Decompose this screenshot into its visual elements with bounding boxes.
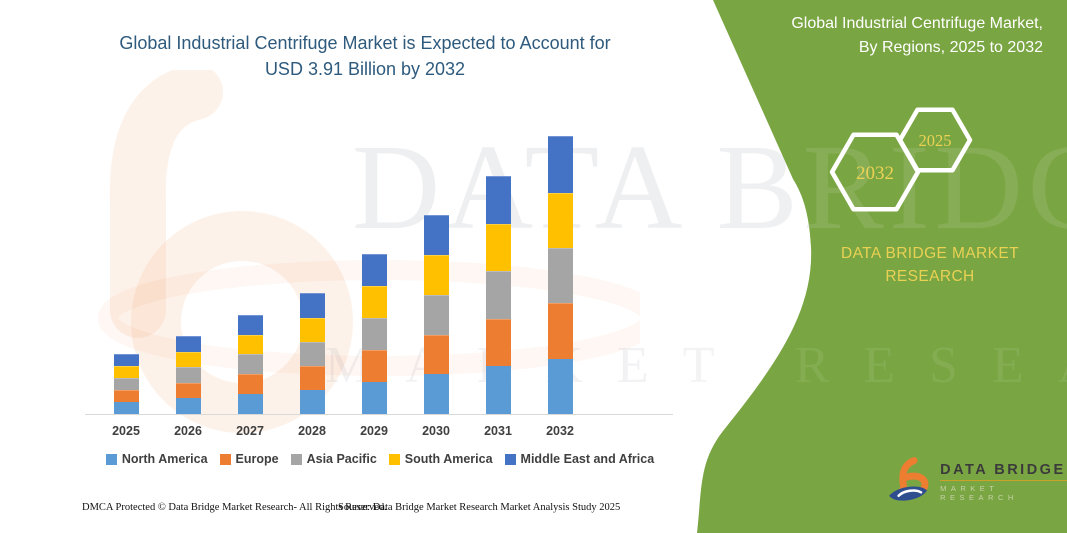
- segment-south-america-2025: [113, 365, 139, 378]
- legend-item-europe: Europe: [219, 452, 279, 466]
- legend-swatch: [290, 453, 302, 465]
- bar-2025: [113, 353, 139, 414]
- segment-middle-east-and-africa-2028: [299, 293, 325, 318]
- panel-heading-line2: By Regions, 2025 to 2032: [858, 39, 1043, 56]
- legend-label: Middle East and Africa: [520, 452, 655, 466]
- legend-label: Europe: [235, 452, 279, 466]
- x-axis-label-2026: 2026: [174, 424, 202, 438]
- segment-middle-east-and-africa-2029: [361, 254, 387, 287]
- databridge-logo: DATA BRIDGE MARKET RESEARCH: [884, 455, 1067, 509]
- panel-heading: Global Industrial Centrifuge Market, By …: [683, 12, 1043, 60]
- segment-asia-pacific-2031: [485, 271, 511, 319]
- segment-middle-east-and-africa-2026: [175, 335, 201, 352]
- segment-south-america-2026: [175, 351, 201, 368]
- bar-2030: [423, 215, 449, 414]
- legend: North America Europe Asia Pacific South Ame…: [85, 452, 675, 466]
- segment-middle-east-and-africa-2030: [423, 215, 449, 255]
- logo-title: DATA BRIDGE: [940, 462, 1066, 478]
- segment-north-america-2032: [547, 358, 573, 414]
- x-axis-label-2028: 2028: [298, 424, 326, 438]
- segment-north-america-2029: [361, 382, 387, 414]
- segment-europe-2031: [485, 318, 511, 367]
- panel-heading-line1: Global Industrial Centrifuge Market,: [791, 15, 1043, 32]
- segment-europe-2029: [361, 350, 387, 383]
- bar-2029: [361, 254, 387, 414]
- footer-source: Source: Data Bridge Market Research Mark…: [338, 502, 621, 513]
- bar-2028: [299, 293, 325, 414]
- segment-north-america-2028: [299, 389, 325, 414]
- legend-item-south-america: South America: [388, 452, 493, 466]
- logo-divider: [940, 480, 1067, 481]
- segment-middle-east-and-africa-2031: [485, 176, 511, 224]
- page-title-line1: Global Industrial Centrifuge Market is E…: [119, 33, 611, 53]
- segment-asia-pacific-2028: [299, 341, 325, 366]
- bar-2032: [547, 136, 573, 414]
- x-axis-label-2030: 2030: [422, 424, 450, 438]
- hexagon-2032-shape: [829, 132, 921, 212]
- segment-north-america-2026: [175, 398, 201, 414]
- segment-asia-pacific-2027: [237, 354, 263, 375]
- segment-middle-east-and-africa-2027: [237, 314, 263, 335]
- x-axis-line: [85, 414, 673, 415]
- x-axis-label-2031: 2031: [484, 424, 512, 438]
- bar-2027: [237, 314, 263, 414]
- brand-text-line2: RESEARCH: [885, 268, 975, 285]
- x-axis-label-2025: 2025: [112, 424, 140, 438]
- segment-asia-pacific-2029: [361, 318, 387, 351]
- segment-north-america-2031: [485, 366, 511, 414]
- x-axis-label-2027: 2027: [236, 424, 264, 438]
- logo-subtitle: MARKET RESEARCH: [940, 484, 1018, 502]
- legend-label: South America: [404, 452, 493, 466]
- segment-south-america-2031: [485, 223, 511, 272]
- legend-swatch: [504, 453, 516, 465]
- legend-label: Asia Pacific: [306, 452, 377, 466]
- footer-dmca: DMCA Protected © Data Bridge Market Rese…: [82, 502, 387, 513]
- page-title: Global Industrial Centrifuge Market is E…: [85, 30, 645, 82]
- legend-swatch: [219, 453, 231, 465]
- legend-item-middle-east-and-africa: Middle East and Africa: [504, 452, 655, 466]
- bar-2031: [485, 176, 511, 414]
- brand-text: DATA BRIDGE MARKET RESEARCH: [800, 242, 1060, 288]
- x-axis-label-2029: 2029: [360, 424, 388, 438]
- segment-asia-pacific-2026: [175, 367, 201, 383]
- segment-asia-pacific-2032: [547, 247, 573, 304]
- segment-north-america-2027: [237, 394, 263, 414]
- hexagon-2025-label: 2025: [919, 131, 952, 150]
- segment-south-america-2032: [547, 192, 573, 248]
- segment-south-america-2030: [423, 255, 449, 295]
- hexagon-2032-label: 2032: [856, 163, 894, 184]
- legend-item-asia-pacific: Asia Pacific: [290, 452, 377, 466]
- bar-2026: [175, 335, 201, 414]
- segment-south-america-2028: [299, 317, 325, 342]
- segment-south-america-2029: [361, 286, 387, 319]
- brand-text-line1: DATA BRIDGE MARKET: [840, 245, 1019, 262]
- segment-europe-2032: [547, 303, 573, 359]
- x-axis-label-2032: 2032: [546, 424, 574, 438]
- segment-asia-pacific-2025: [113, 377, 139, 390]
- segment-middle-east-and-africa-2025: [113, 353, 139, 366]
- year-hexagons: 2025 2032: [829, 107, 973, 212]
- segment-north-america-2025: [113, 401, 139, 414]
- legend-swatch: [388, 453, 400, 465]
- segment-europe-2025: [113, 389, 139, 402]
- segment-europe-2028: [299, 365, 325, 390]
- segment-europe-2030: [423, 334, 449, 375]
- databridge-logo-icon: [889, 457, 929, 501]
- legend-item-north-america: North America: [105, 452, 208, 466]
- segment-asia-pacific-2030: [423, 294, 449, 335]
- segment-europe-2026: [175, 382, 201, 399]
- segment-europe-2027: [237, 374, 263, 395]
- legend-label: North America: [121, 452, 208, 466]
- legend-swatch: [105, 453, 117, 465]
- segment-middle-east-and-africa-2032: [547, 136, 573, 193]
- page-title-line2: USD 3.91 Billion by 2032: [264, 59, 466, 79]
- segment-north-america-2030: [423, 374, 449, 414]
- segment-south-america-2027: [237, 334, 263, 355]
